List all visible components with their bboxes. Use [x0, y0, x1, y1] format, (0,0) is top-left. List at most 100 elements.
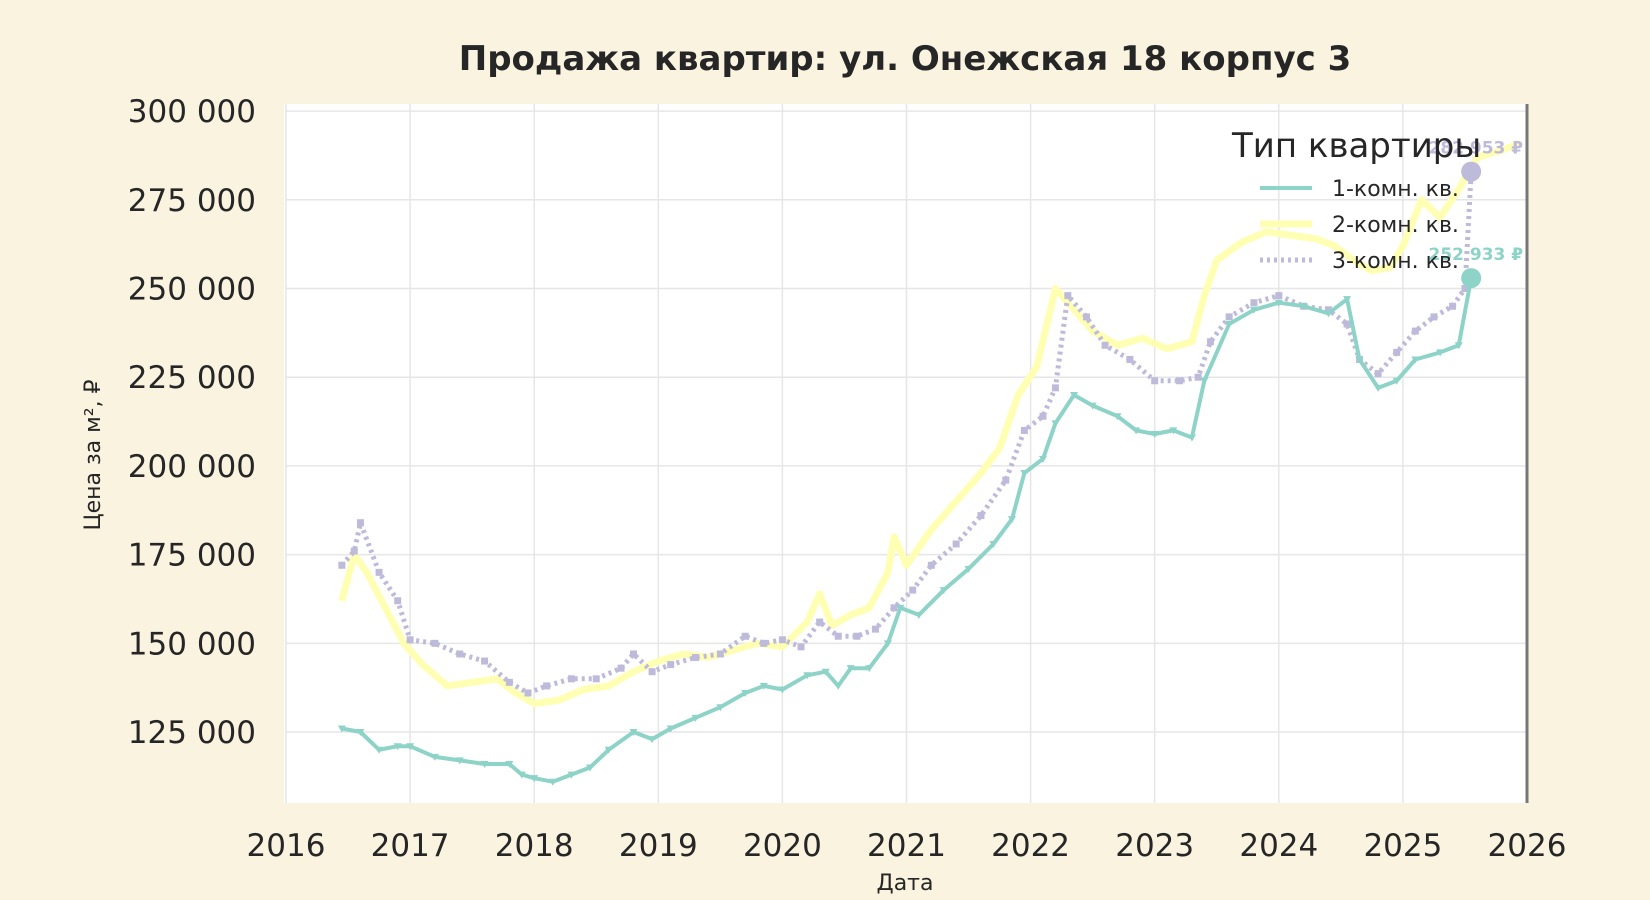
data-point	[406, 743, 415, 751]
data-point	[1436, 349, 1445, 357]
data-point	[778, 686, 787, 694]
data-point	[1051, 420, 1060, 428]
legend-title: Тип квартиры	[1231, 126, 1481, 166]
series-2	[338, 139, 1523, 708]
data-point	[1275, 292, 1283, 300]
data-point	[1355, 356, 1364, 364]
data-point	[524, 689, 532, 697]
x-tick-label: 2026	[1488, 828, 1567, 864]
data-point	[604, 746, 613, 754]
series-line	[338, 139, 1523, 708]
data-point	[1194, 373, 1202, 381]
data-point	[1070, 391, 1079, 399]
data-point	[964, 565, 973, 573]
data-point	[816, 618, 824, 626]
data-point	[1151, 377, 1159, 385]
data-point	[586, 764, 595, 772]
data-point	[871, 625, 879, 633]
data-point	[1039, 455, 1048, 463]
data-point	[1113, 413, 1122, 421]
data-point	[1343, 320, 1351, 328]
data-point	[543, 682, 551, 690]
data-point	[1250, 299, 1258, 307]
data-point	[1150, 430, 1159, 438]
data-point	[797, 643, 805, 651]
data-point	[1132, 427, 1141, 435]
x-tick-label: 2023	[1115, 828, 1194, 864]
data-point	[1002, 476, 1010, 484]
data-point	[456, 650, 464, 658]
data-point	[455, 757, 464, 765]
data-point	[530, 775, 539, 783]
legend: Тип квартиры 1-комн. кв. 2-комн. кв. 3-ком…	[1231, 126, 1481, 274]
data-point	[760, 639, 768, 647]
legend-label: 3-комн. кв.	[1332, 249, 1459, 274]
data-point	[1126, 355, 1134, 363]
chart-title: Продажа квартир: ул. Онежская 18 корпус …	[459, 39, 1352, 79]
end-point	[1461, 161, 1482, 182]
x-axis-label: Дата	[877, 871, 934, 896]
series-layer: 282 953 ₽ 252 933 ₽	[337, 139, 1524, 786]
data-point	[350, 547, 358, 555]
data-point	[1101, 341, 1109, 349]
data-point	[1007, 516, 1016, 524]
data-point	[1411, 356, 1420, 364]
data-point	[481, 657, 489, 665]
data-point	[759, 682, 768, 690]
end-value-label: 282 953 ₽	[1429, 139, 1524, 159]
data-point	[505, 678, 513, 686]
data-point	[629, 729, 638, 737]
data-point	[1392, 377, 1401, 385]
data-point	[909, 586, 917, 594]
data-point	[977, 512, 985, 520]
end-point	[1461, 268, 1482, 289]
data-point	[567, 771, 576, 779]
data-point	[1039, 412, 1047, 420]
data-point	[337, 725, 346, 733]
data-point	[666, 725, 675, 733]
data-point	[431, 639, 439, 647]
x-tick-label: 2019	[619, 828, 698, 864]
y-tick-label: 300 000	[128, 94, 256, 130]
y-axis-label: Цена за м², ₽	[81, 379, 106, 530]
tick-labels: 2016 2017 2018 2019 2020 2021 2022 2023 2024 2025…	[128, 94, 1567, 864]
data-point	[1225, 320, 1234, 328]
data-point	[846, 665, 855, 673]
data-point	[741, 632, 749, 640]
legend-label: 2-комн. кв.	[1332, 213, 1459, 238]
data-point	[1020, 470, 1029, 478]
end-value-label: 252 933 ₽	[1429, 245, 1524, 265]
x-tick-label: 2025	[1363, 828, 1442, 864]
data-point	[1064, 292, 1072, 300]
y-tick-label: 125 000	[128, 715, 256, 751]
x-tick-label: 2024	[1239, 828, 1318, 864]
data-point	[592, 675, 600, 683]
data-point	[803, 672, 812, 680]
data-point	[1454, 342, 1463, 350]
data-point	[1051, 384, 1059, 392]
data-point	[1176, 377, 1184, 385]
data-point	[1449, 302, 1457, 310]
data-point	[1207, 338, 1215, 346]
data-point	[394, 597, 402, 605]
x-tick-label: 2017	[371, 828, 450, 864]
data-point	[1324, 310, 1333, 318]
data-point	[1082, 313, 1090, 321]
data-point	[430, 753, 439, 761]
data-point	[939, 587, 948, 595]
data-point	[1274, 299, 1283, 307]
data-point	[691, 714, 700, 722]
data-point	[865, 665, 874, 673]
data-point	[952, 540, 960, 548]
data-point	[1020, 426, 1028, 434]
data-point	[406, 636, 414, 644]
data-point	[1430, 313, 1438, 321]
data-point	[629, 650, 637, 658]
x-tick-label: 2021	[867, 828, 946, 864]
data-point	[716, 650, 724, 658]
data-point	[741, 690, 750, 698]
y-tick-label: 150 000	[128, 626, 256, 662]
data-point	[1374, 370, 1382, 378]
data-point	[480, 760, 489, 768]
